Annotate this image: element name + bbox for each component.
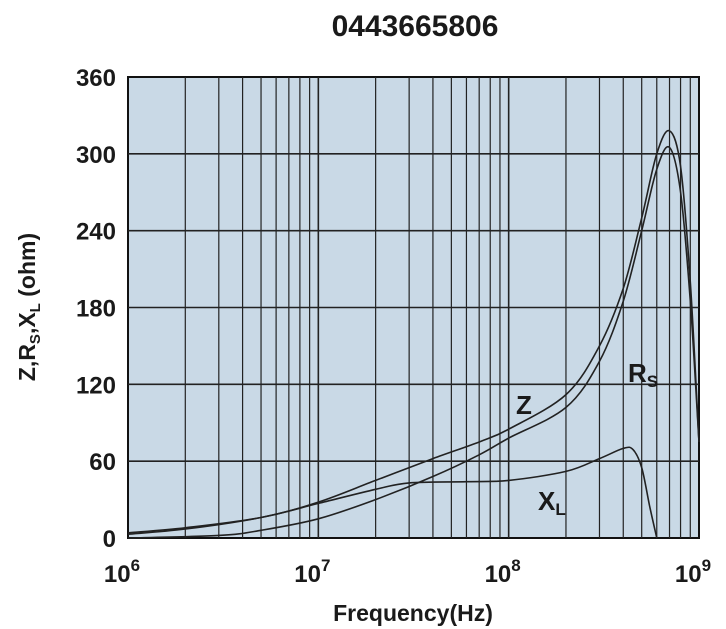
x-tick-label: 108 bbox=[485, 556, 521, 588]
y-tick-label: 180 bbox=[76, 296, 116, 323]
y-axis-label-unit: (ohm) bbox=[14, 233, 40, 303]
x-axis-label: Frequency(Hz) bbox=[333, 600, 493, 626]
x-tick-label: 106 bbox=[104, 556, 140, 588]
y-axis-label-l: L bbox=[27, 303, 44, 312]
y-tick-label: 360 bbox=[76, 65, 116, 92]
series-label-z: Z bbox=[516, 390, 532, 420]
y-tick-label: 60 bbox=[89, 449, 116, 476]
series-label-xl: XL bbox=[538, 486, 566, 519]
y-axis-label-comma: ,X bbox=[14, 312, 40, 334]
y-axis-label-z: Z,R bbox=[14, 344, 40, 381]
series-label-rs: RS bbox=[628, 358, 658, 391]
y-axis-label: Z,RS,XL (ohm) bbox=[14, 233, 44, 381]
y-tick-label: 240 bbox=[76, 219, 116, 246]
y-axis-label-s: S bbox=[27, 334, 44, 344]
y-tick-labels: 0 60 120 180 240 300 360 bbox=[76, 65, 116, 553]
grid bbox=[128, 77, 699, 538]
y-tick-label: 300 bbox=[76, 142, 116, 169]
series-line-rs bbox=[127, 145, 700, 539]
y-tick-label: 0 bbox=[103, 526, 116, 553]
series-line-xl bbox=[127, 446, 658, 539]
chart-title: 0443665806 bbox=[332, 10, 499, 43]
curves bbox=[127, 129, 700, 539]
x-tick-label: 109 bbox=[675, 556, 711, 588]
x-tick-label: 107 bbox=[294, 556, 330, 588]
y-tick-label: 120 bbox=[76, 372, 116, 399]
x-tick-labels: 106 107 108 109 bbox=[104, 556, 711, 588]
series-labels: Z RS XL bbox=[516, 358, 658, 519]
